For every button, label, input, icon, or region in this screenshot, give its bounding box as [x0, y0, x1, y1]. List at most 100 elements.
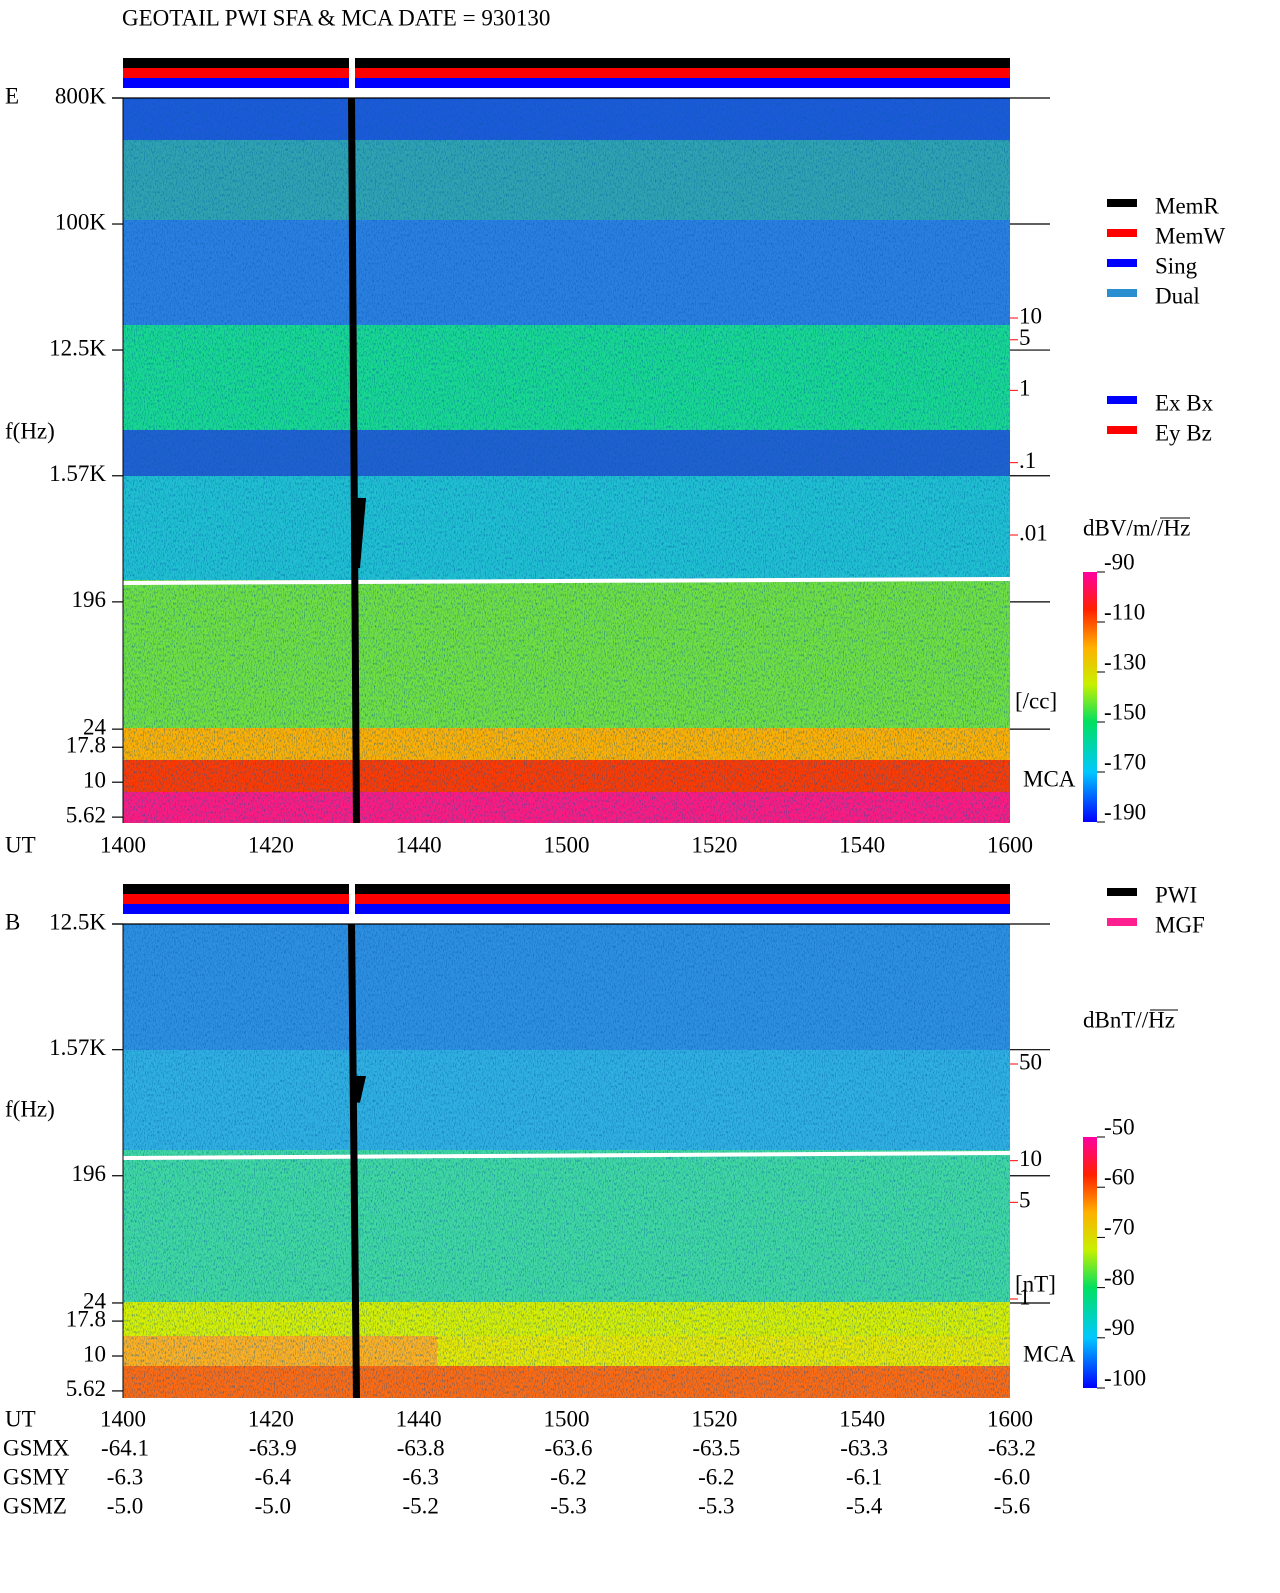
- colorbar-tick-label: -90: [1104, 1315, 1135, 1340]
- spectrogram-noise: [123, 98, 1010, 823]
- x-tick-label: 1420: [248, 1406, 294, 1431]
- legend-label: MemR: [1155, 193, 1220, 218]
- legend-swatch: [1107, 918, 1137, 926]
- orbit-value: -6.3: [107, 1464, 143, 1489]
- status-gap: [349, 884, 355, 914]
- orbit-value: -5.2: [402, 1493, 438, 1518]
- orbit-value: -5.0: [107, 1493, 143, 1518]
- x-tick-label: 1520: [691, 1406, 737, 1431]
- colorbar-tick-label: -50: [1104, 1114, 1135, 1139]
- orbit-value: -6.3: [402, 1464, 438, 1489]
- orbit-value: -6.0: [994, 1464, 1030, 1489]
- orbit-value: -5.3: [698, 1493, 734, 1518]
- status-bar: [123, 68, 1010, 78]
- side-tick-label: .1: [1019, 448, 1036, 473]
- x-tick-label: 1440: [396, 1406, 442, 1431]
- colorbar: [1083, 1137, 1097, 1388]
- colorbar-tick-label: -80: [1104, 1265, 1135, 1290]
- status-bar: [123, 904, 1010, 914]
- data-gap: [348, 98, 360, 823]
- colorbar-tick-label: -110: [1104, 599, 1145, 624]
- orbit-row-name: GSMX: [3, 1435, 70, 1460]
- orbit-value: -63.6: [545, 1435, 593, 1460]
- status-bar: [123, 58, 1010, 68]
- legend-label: PWI: [1155, 882, 1197, 907]
- orbit-value: -64.1: [101, 1435, 149, 1460]
- side-tick-label: 1: [1019, 376, 1031, 401]
- y-tick-label: 5.62: [66, 1376, 106, 1401]
- orbit-value: -63.2: [988, 1435, 1036, 1460]
- x-tick-label: 1500: [544, 1406, 590, 1431]
- colorbar-tick-label: -70: [1104, 1215, 1135, 1240]
- legend-label: Ey Bz: [1155, 420, 1212, 445]
- orbit-value: -6.4: [255, 1464, 292, 1489]
- y-tick-label: 5.62: [66, 802, 106, 827]
- x-axis-label: UT: [5, 832, 36, 857]
- colorbar-tick-label: -150: [1104, 699, 1146, 724]
- side-unit-label: [/cc]: [1015, 688, 1057, 713]
- legend-swatch: [1107, 289, 1137, 297]
- x-tick-label: 1400: [100, 1406, 146, 1431]
- side-tick-label: 50: [1019, 1049, 1042, 1074]
- orbit-row-name: GSMY: [3, 1464, 70, 1489]
- x-tick-label: 1440: [396, 832, 442, 857]
- legend-swatch: [1107, 259, 1137, 267]
- y-tick-label: 17.8: [66, 1306, 106, 1331]
- x-tick-label: 1520: [691, 832, 737, 857]
- y-tick-label: 100K: [55, 209, 107, 234]
- orbit-value: -63.5: [692, 1435, 740, 1460]
- side-tick-label: .01: [1019, 520, 1048, 545]
- legend-label: Dual: [1155, 283, 1200, 308]
- y-tick-label: 1.57K: [49, 1035, 106, 1060]
- x-tick-label: 1500: [544, 832, 590, 857]
- status-bar: [123, 884, 1010, 894]
- colorbar-tick-label: -100: [1104, 1365, 1146, 1390]
- status-bar: [123, 78, 1010, 88]
- legend-swatch: [1107, 396, 1137, 404]
- y-tick-label: 12.5K: [49, 909, 106, 934]
- orbit-row-name: GSMZ: [3, 1493, 67, 1518]
- x-axis-label: UT: [5, 1406, 36, 1431]
- legend-label: Ex Bx: [1155, 390, 1214, 415]
- side-tick-label: 1: [1019, 1284, 1031, 1309]
- y-axis-label: f(Hz): [5, 1096, 55, 1121]
- legend-swatch: [1107, 199, 1137, 207]
- legend-label: Sing: [1155, 253, 1198, 278]
- y-tick-label: 24: [83, 1288, 107, 1313]
- fce-line: [122, 577, 1011, 585]
- y-tick-label: 10: [83, 767, 106, 792]
- y-tick-label: 24: [83, 714, 107, 739]
- colorbar: [1083, 572, 1097, 822]
- legend-swatch: [1107, 888, 1137, 896]
- y-tick-label: 1.57K: [49, 461, 106, 486]
- orbit-value: -5.4: [846, 1493, 883, 1518]
- legend-swatch: [1107, 229, 1137, 237]
- colorbar-label: dBnT//Hz: [1083, 1007, 1175, 1032]
- orbit-value: -6.2: [550, 1464, 586, 1489]
- x-tick-label: 1600: [987, 832, 1033, 857]
- orbit-value: -5.0: [255, 1493, 291, 1518]
- legend-label: MemW: [1155, 223, 1226, 248]
- orbit-value: -5.6: [994, 1493, 1030, 1518]
- colorbar-tick-label: -170: [1104, 749, 1146, 774]
- fce-line: [122, 1151, 1011, 1160]
- side-tick-label: 10: [1019, 303, 1042, 328]
- orbit-value: -5.3: [550, 1493, 586, 1518]
- status-gap: [349, 58, 355, 88]
- y-tick-label: 196: [72, 587, 107, 612]
- y-tick-label: 800K: [55, 83, 107, 108]
- legend-label: MGF: [1155, 912, 1205, 937]
- orbit-value: -6.1: [846, 1464, 882, 1489]
- mca-label: MCA: [1023, 766, 1076, 791]
- x-tick-label: 1540: [839, 832, 885, 857]
- orbit-value: -63.9: [249, 1435, 297, 1460]
- mca-label: MCA: [1023, 1341, 1076, 1366]
- x-tick-label: 1400: [100, 832, 146, 857]
- data-gap: [355, 1076, 366, 1103]
- x-tick-label: 1540: [839, 1406, 885, 1431]
- y-axis-label: f(Hz): [5, 418, 55, 443]
- y-tick-label: 10: [83, 1341, 106, 1366]
- colorbar-tick-label: -190: [1104, 799, 1146, 824]
- status-bar: [123, 894, 1010, 904]
